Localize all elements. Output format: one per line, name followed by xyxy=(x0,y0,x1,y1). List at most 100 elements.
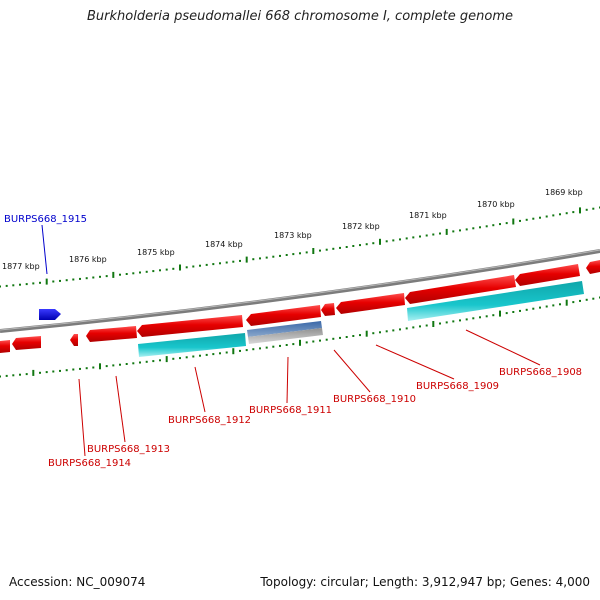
gene-feature[interactable] xyxy=(12,336,41,350)
scale-tick-minor xyxy=(485,315,488,318)
scale-tick-major xyxy=(365,330,368,337)
scale-tick-minor xyxy=(52,280,55,283)
scale-tick-minor xyxy=(592,207,595,210)
scale-tick-minor xyxy=(12,374,15,377)
scale-tick-minor xyxy=(465,228,468,231)
gene-feature[interactable] xyxy=(405,275,516,304)
gene-label[interactable]: BURPS668_1913 xyxy=(87,444,170,455)
scale-tick-minor xyxy=(372,332,375,335)
gene-feature[interactable] xyxy=(336,293,405,314)
kbp-label: 1870 kbp xyxy=(477,200,515,209)
scale-tick-minor xyxy=(92,366,95,369)
scale-tick-minor xyxy=(152,360,155,363)
top-scale-ticks xyxy=(0,206,600,288)
scale-tick-minor xyxy=(285,344,288,346)
scale-tick-minor xyxy=(332,337,335,340)
scale-tick-minor xyxy=(385,240,388,243)
scale-tick-minor xyxy=(0,285,1,288)
topology-text: Topology: circular; Length: 3,912,947 bp… xyxy=(260,575,590,589)
gene-feature[interactable] xyxy=(137,315,243,337)
scale-tick-major xyxy=(179,264,181,271)
scale-tick-minor xyxy=(319,249,321,252)
leader-line xyxy=(286,356,289,404)
scale-tick-minor xyxy=(505,222,508,225)
scale-tick-minor xyxy=(485,225,488,228)
scale-tick-minor xyxy=(345,246,348,248)
scale-tick-minor xyxy=(259,257,261,260)
gene-feature[interactable] xyxy=(86,326,137,342)
scale-tick-minor xyxy=(139,361,141,364)
scale-tick-minor xyxy=(125,273,128,275)
scale-tick-minor xyxy=(505,312,508,315)
scale-tick-minor xyxy=(325,248,328,251)
scale-tick-minor xyxy=(159,359,161,362)
scale-tick-minor xyxy=(292,253,295,256)
scale-tick-minor xyxy=(185,356,188,359)
leader-line xyxy=(465,329,541,366)
scale-tick-minor xyxy=(0,375,1,378)
scale-tick-minor xyxy=(559,213,561,216)
scale-tick-minor xyxy=(172,357,175,360)
scale-tick-minor xyxy=(85,277,88,280)
scale-tick-minor xyxy=(545,215,548,218)
gene-label[interactable]: BURPS668_1911 xyxy=(249,405,332,416)
scale-tick-minor xyxy=(432,233,435,236)
scale-tick-minor xyxy=(19,373,21,376)
scale-tick-major xyxy=(445,228,448,235)
misc-feature[interactable] xyxy=(248,328,323,344)
scale-tick-minor xyxy=(512,311,515,313)
scale-tick-minor xyxy=(539,216,541,219)
scale-tick-minor xyxy=(52,370,55,373)
scale-tick-major xyxy=(379,238,381,245)
scale-tick-minor xyxy=(412,236,415,239)
scale-tick-minor xyxy=(352,335,355,337)
scale-tick-minor xyxy=(459,229,461,232)
gene-feature[interactable] xyxy=(321,303,335,316)
gene-label[interactable]: BURPS668_1915 xyxy=(4,214,87,225)
scale-tick-major xyxy=(45,278,48,285)
gene-feature[interactable] xyxy=(39,309,61,320)
scale-tick-minor xyxy=(459,319,461,322)
scale-tick-major xyxy=(232,348,235,355)
scale-tick-minor xyxy=(425,234,428,237)
scale-tick-minor xyxy=(119,273,121,276)
cds-feature[interactable] xyxy=(407,281,584,321)
scale-tick-minor xyxy=(212,353,215,356)
scale-tick-minor xyxy=(212,263,215,266)
scale-tick-minor xyxy=(352,245,355,247)
gene-feature[interactable] xyxy=(246,305,321,326)
gene-row-red xyxy=(0,260,600,353)
cds-feature[interactable] xyxy=(138,333,246,357)
scale-tick-minor xyxy=(405,327,408,330)
kbp-label: 1872 kbp xyxy=(342,222,380,231)
gene-label[interactable]: BURPS668_1908 xyxy=(499,367,582,378)
scale-tick-minor xyxy=(585,208,588,211)
gene-label[interactable]: BURPS668_1909 xyxy=(416,381,499,392)
scale-tick-minor xyxy=(152,270,155,273)
scale-tick-minor xyxy=(159,269,161,272)
scale-tick-minor xyxy=(59,279,61,282)
scale-tick-major xyxy=(579,207,581,214)
scale-tick-major xyxy=(499,310,501,317)
scale-tick-minor xyxy=(5,284,8,287)
gene-feature[interactable] xyxy=(586,260,600,274)
gene-label[interactable]: BURPS668_1912 xyxy=(168,415,251,426)
scale-tick-minor xyxy=(439,232,441,235)
scale-tick-minor xyxy=(205,353,208,356)
scale-tick-minor xyxy=(332,247,335,250)
gene-feature[interactable] xyxy=(0,340,10,353)
scale-tick-minor xyxy=(119,363,121,366)
scale-tick-minor xyxy=(525,308,528,311)
kbp-label: 1876 kbp xyxy=(69,255,107,264)
gene-feature[interactable] xyxy=(70,334,78,346)
scale-tick-major xyxy=(512,218,515,225)
scale-tick-minor xyxy=(199,354,201,357)
scale-tick-minor xyxy=(365,243,368,246)
scale-tick-minor xyxy=(492,314,495,317)
scale-tick-minor xyxy=(345,336,348,338)
scale-tick-minor xyxy=(579,299,581,302)
misc-feature[interactable] xyxy=(247,321,322,337)
gene-label[interactable]: BURPS668_1910 xyxy=(333,394,416,405)
gene-label[interactable]: BURPS668_1914 xyxy=(48,458,131,469)
gene-feature[interactable] xyxy=(515,264,580,286)
